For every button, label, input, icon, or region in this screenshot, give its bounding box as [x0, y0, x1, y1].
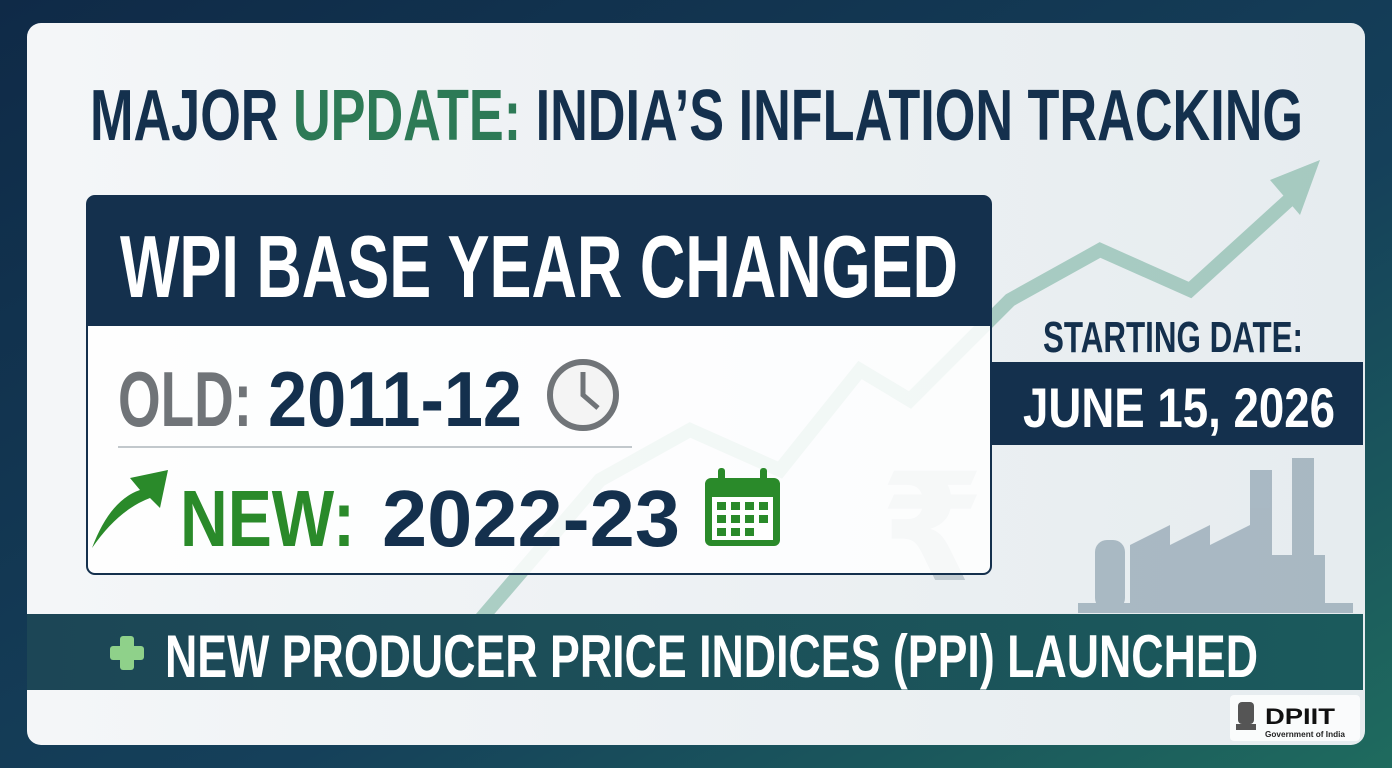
- start-date: JUNE 15, 2026: [1023, 376, 1335, 439]
- new-value: 2022-23: [382, 474, 680, 563]
- up-arrow-icon: [92, 470, 168, 548]
- calendar-icon: [705, 468, 780, 546]
- title-part: INDIA’S INFLATION TRACKING: [536, 76, 1303, 156]
- logo-box: [1230, 695, 1360, 741]
- start-label: STARTING DATE:: [1043, 313, 1303, 362]
- card-heading: WPI BASE YEAR CHANGED: [120, 217, 958, 316]
- logo-name: DPIIT: [1265, 704, 1336, 729]
- clock-icon: [547, 359, 619, 431]
- logo-sub: Government of India: [1265, 730, 1346, 739]
- old-value: 2011-12: [268, 355, 522, 443]
- title: MAJOR UPDATE: INDIA’S INFLATION TRACKING: [90, 76, 1303, 156]
- banner-text: NEW PRODUCER PRICE INDICES (PPI) LAUNCHE…: [165, 623, 1258, 690]
- factory-icon: [1078, 458, 1353, 613]
- emblem-icon: [1236, 702, 1256, 730]
- date-box: [991, 362, 1363, 445]
- title-part: UPDATE:: [293, 76, 521, 156]
- title-part: MAJOR: [90, 76, 278, 156]
- plus-icon: [110, 636, 144, 670]
- card-header: [87, 196, 991, 326]
- banner: [27, 614, 1363, 690]
- old-label: OLD:: [118, 355, 252, 443]
- new-label: NEW:: [180, 474, 355, 563]
